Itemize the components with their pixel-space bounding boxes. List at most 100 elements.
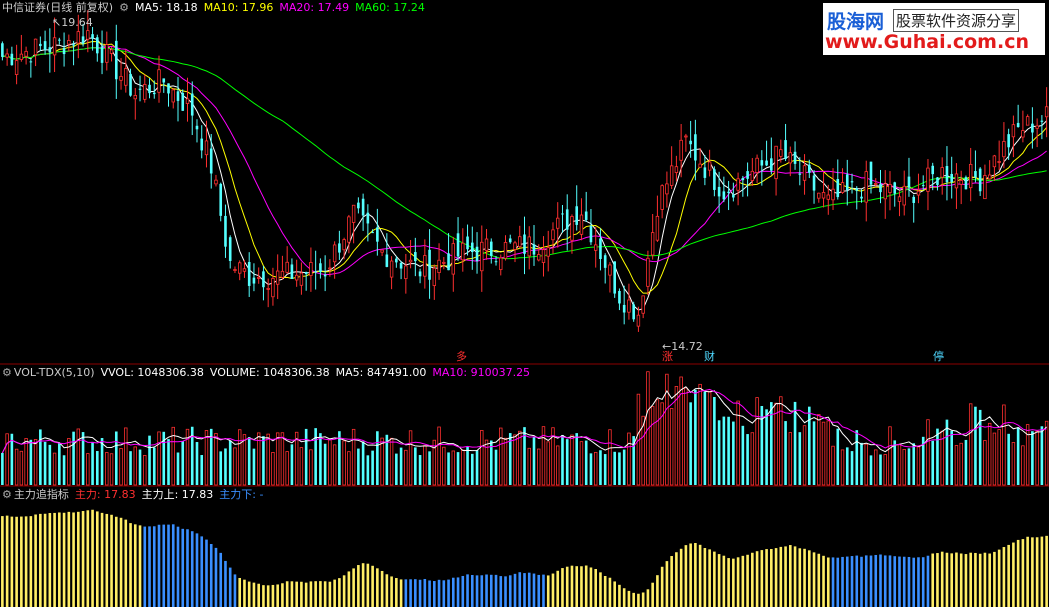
candle-body xyxy=(817,192,821,199)
indicator-bar xyxy=(333,579,336,607)
volume-bar xyxy=(945,419,949,485)
indicator-bar xyxy=(959,553,963,607)
settings-icon[interactable]: ⚙ xyxy=(2,488,12,501)
volume-bar xyxy=(461,449,465,486)
volume-bar xyxy=(959,442,963,486)
volume-bar xyxy=(171,426,175,486)
indicator-bar xyxy=(637,593,640,607)
volume-bar xyxy=(494,449,498,485)
candle-body xyxy=(641,295,645,314)
indicator-bar xyxy=(53,512,56,607)
volume-bar xyxy=(770,402,773,485)
candle-body xyxy=(527,236,531,257)
indicator-label: 主力下: - xyxy=(219,488,264,501)
candle-body xyxy=(10,53,14,66)
candle-body xyxy=(58,39,61,41)
indicator-bar xyxy=(537,574,541,607)
candle-body xyxy=(133,95,137,100)
candle-body xyxy=(888,184,892,193)
indicator-bar xyxy=(323,581,327,607)
candle-body xyxy=(608,264,612,276)
settings-icon[interactable]: ⚙ xyxy=(2,366,12,379)
volume-bar xyxy=(912,443,916,485)
candle-body xyxy=(732,194,735,198)
indicator-bar xyxy=(736,557,740,607)
indicator-bar xyxy=(679,548,683,607)
indicator-bar xyxy=(575,566,579,607)
volume-bar xyxy=(242,434,247,486)
indicator-bar xyxy=(665,561,669,607)
settings-icon[interactable]: ⚙ xyxy=(119,1,129,14)
volume-bar xyxy=(689,402,692,485)
volume-bar xyxy=(1011,442,1016,486)
candle-body xyxy=(266,287,270,290)
volume-bar xyxy=(167,439,170,485)
indicator-bar xyxy=(91,509,94,607)
ma-label: MA20: 17.49 xyxy=(279,1,350,14)
indicator-bar xyxy=(888,555,892,607)
indicator-header: ⚙ 主力追指标 主力: 17.83 主力上: 17.83 主力下: - xyxy=(2,488,269,502)
volume-bar xyxy=(414,447,417,485)
volume-bar xyxy=(357,448,360,485)
candle-body xyxy=(105,44,109,63)
volume-bar xyxy=(727,416,730,485)
candle-body xyxy=(285,261,289,273)
candle-body xyxy=(669,165,674,186)
volume-bar xyxy=(262,436,265,485)
indicator-bar xyxy=(43,513,47,607)
indicator-bar xyxy=(955,552,958,607)
candle-body xyxy=(1021,130,1025,138)
candle-body xyxy=(414,252,417,262)
candle-body xyxy=(1044,106,1049,118)
indicator-bar xyxy=(784,546,787,607)
indicator-bar xyxy=(114,516,118,607)
indicator-bar xyxy=(618,584,621,607)
candle-body xyxy=(176,91,180,101)
indicator-bar xyxy=(732,558,735,607)
indicator-bar xyxy=(627,590,631,607)
indicator-bar xyxy=(243,579,246,607)
volume-bar xyxy=(376,431,379,485)
indicator-bar xyxy=(864,555,868,607)
candle-body xyxy=(627,299,631,313)
volume-bar xyxy=(669,408,674,486)
candle-body xyxy=(423,255,427,277)
candle-body xyxy=(43,41,47,50)
indicator-bar xyxy=(100,512,104,607)
candle-body xyxy=(347,216,351,243)
volume-bar xyxy=(100,438,104,485)
indicator-bar xyxy=(152,526,156,607)
candle-body xyxy=(736,178,740,191)
candle-body xyxy=(81,36,85,44)
volume-bar xyxy=(864,443,868,486)
indicator-bar xyxy=(622,588,626,607)
volume-bar xyxy=(826,420,830,486)
ma-label: MA5: 18.18 xyxy=(134,1,198,14)
candle-body xyxy=(328,267,332,270)
candle-body xyxy=(247,261,251,286)
volume-bar xyxy=(736,400,740,486)
volume-bar xyxy=(319,433,322,485)
candle-body xyxy=(632,304,635,320)
indicator-bar xyxy=(532,573,536,607)
volume-bar xyxy=(19,450,24,486)
candle-body xyxy=(603,255,607,268)
low-price-label: ←14.72 xyxy=(662,340,703,353)
candle-body xyxy=(798,173,802,175)
volume-bar xyxy=(717,420,721,485)
candle-body xyxy=(765,160,768,166)
volume-bar xyxy=(508,433,512,485)
volume-bar xyxy=(722,416,726,485)
volume-bar xyxy=(765,409,768,485)
indicator-bar xyxy=(442,580,446,607)
candle-body xyxy=(556,217,560,229)
indicator-bar xyxy=(997,549,1001,607)
indicator-bar xyxy=(926,555,930,607)
candle-body xyxy=(138,88,142,90)
candle-body xyxy=(86,30,90,40)
volume-bar xyxy=(451,450,456,486)
candle-body xyxy=(836,178,840,198)
candle-body xyxy=(181,92,185,111)
indicator-bar xyxy=(176,526,180,607)
